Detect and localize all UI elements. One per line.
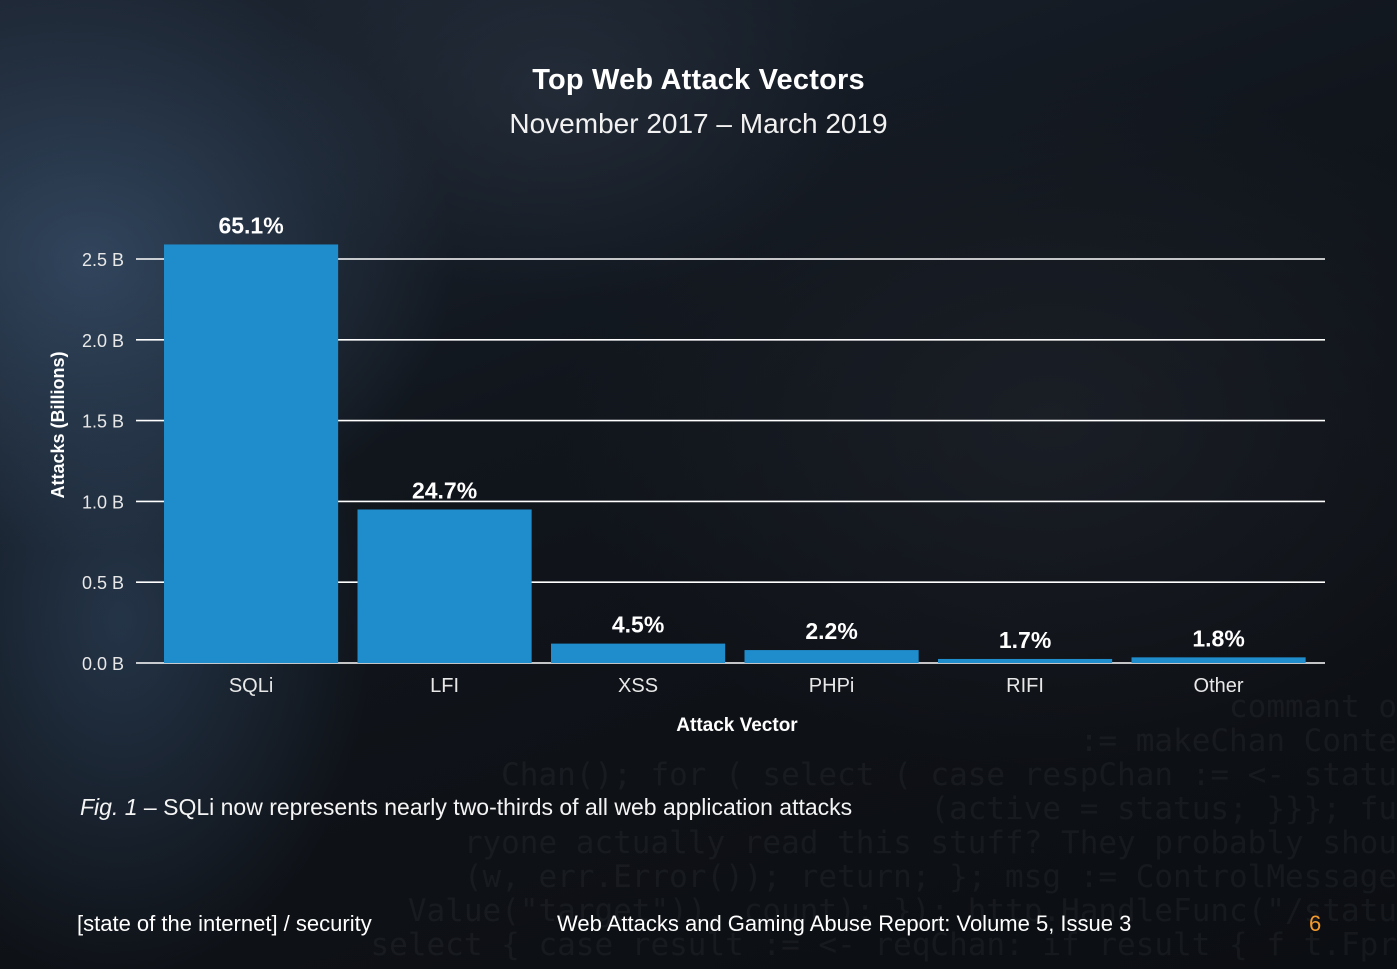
x-tick-label: LFI (430, 675, 459, 697)
data-label: 1.7% (999, 627, 1051, 653)
footer-report-title: Web Attacks and Gaming Abuse Report: Vol… (557, 911, 1132, 936)
y-tick-label: 2.0 B (82, 331, 124, 351)
figure-label: Fig. 1 (80, 794, 138, 820)
y-tick-label: 0.5 B (82, 573, 124, 593)
chart-subtitle: November 2017 – March 2019 (509, 108, 888, 139)
x-tick-label: RIFI (1006, 675, 1044, 697)
bar-sqli (164, 244, 339, 663)
figure-caption: Fig. 1 – SQLi now represents nearly two-… (80, 794, 852, 821)
y-tick-label: 1.5 B (82, 412, 124, 432)
x-tick-label: PHPi (809, 675, 855, 697)
page-number: 6 (1309, 911, 1322, 936)
data-label: 1.8% (1192, 625, 1244, 651)
y-tick-label: 1.0 B (82, 492, 124, 512)
x-tick-label: XSS (618, 675, 658, 697)
bar-xss (551, 643, 726, 663)
data-label: 65.1% (218, 212, 283, 238)
x-tick-label: SQLi (229, 675, 273, 697)
data-label: 24.7% (412, 477, 477, 503)
y-tick-label: 0.0 B (82, 654, 124, 674)
data-labels: 65.1% 24.7% 4.5% 2.2% 1.7% 1.8% (218, 212, 1244, 653)
bar-phpi (744, 650, 919, 663)
bars (164, 244, 1306, 663)
bar-rifi (938, 658, 1113, 663)
footer-brand: [state of the internet] / security (77, 911, 372, 936)
x-tick-label: Other (1194, 675, 1244, 697)
bar-other (1131, 657, 1306, 663)
y-tick-label: 2.5 B (82, 250, 124, 270)
data-label: 4.5% (612, 612, 664, 638)
x-axis-label: Attack Vector (676, 715, 798, 736)
chart-title: Top Web Attack Vectors (532, 64, 865, 96)
figure-caption-text: – SQLi now represents nearly two-thirds … (137, 794, 853, 820)
y-tick-labels: 0.0 B 0.5 B 1.0 B 1.5 B 2.0 B 2.5 B (82, 250, 124, 674)
data-label: 2.2% (805, 618, 857, 644)
x-tick-labels: SQLi LFI XSS PHPi RIFI Other (229, 675, 1244, 697)
background-code-texture: commant o := makeChan Conte Chan(); for … (277, 690, 1397, 962)
bar-lfi (357, 509, 532, 663)
y-axis-label: Attacks (Billions) (48, 351, 68, 498)
